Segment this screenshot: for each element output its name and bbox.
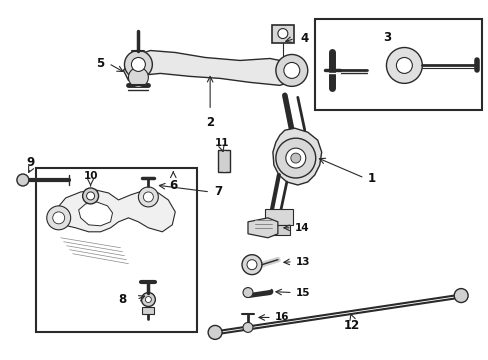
Circle shape [246, 260, 256, 270]
Text: 16: 16 [274, 312, 288, 323]
Text: 8: 8 [118, 293, 126, 306]
Text: 7: 7 [214, 185, 222, 198]
Bar [314, 19, 481, 110]
Circle shape [275, 138, 315, 178]
Bar [142, 306, 154, 315]
Circle shape [275, 54, 307, 86]
Circle shape [277, 28, 287, 39]
Bar [36, 168, 197, 332]
Text: 15: 15 [295, 288, 309, 298]
Circle shape [243, 288, 252, 298]
Polygon shape [79, 202, 112, 226]
Circle shape [128, 67, 148, 87]
Polygon shape [247, 218, 277, 238]
Circle shape [386, 48, 422, 84]
Text: 13: 13 [295, 257, 309, 267]
Circle shape [86, 192, 94, 200]
Circle shape [143, 192, 153, 202]
Text: 4: 4 [300, 32, 308, 45]
Text: 9: 9 [27, 156, 35, 168]
Text: 11: 11 [214, 138, 229, 148]
Polygon shape [51, 190, 175, 232]
Circle shape [396, 58, 411, 73]
Bar [267, 225, 289, 235]
Circle shape [53, 212, 64, 224]
Circle shape [138, 187, 158, 207]
Circle shape [82, 188, 99, 204]
Circle shape [290, 153, 300, 163]
Circle shape [141, 293, 155, 306]
Text: 12: 12 [343, 319, 359, 332]
Circle shape [243, 323, 252, 332]
Circle shape [285, 148, 305, 168]
Circle shape [145, 297, 151, 302]
Bar [218, 150, 229, 172]
Circle shape [208, 325, 222, 339]
Bar [264, 209, 292, 225]
Circle shape [47, 206, 71, 230]
Text: 1: 1 [366, 171, 375, 185]
Polygon shape [123, 50, 299, 85]
Text: 14: 14 [294, 223, 308, 233]
Text: 2: 2 [205, 116, 214, 129]
Bar [271, 24, 293, 42]
Circle shape [242, 255, 262, 275]
Text: 3: 3 [383, 31, 391, 44]
Text: 6: 6 [169, 180, 177, 193]
Circle shape [124, 50, 152, 78]
Polygon shape [272, 128, 321, 185]
Text: 10: 10 [83, 171, 98, 181]
Circle shape [283, 62, 299, 78]
Circle shape [453, 289, 467, 302]
Circle shape [17, 174, 29, 186]
Circle shape [131, 58, 145, 71]
Text: 5: 5 [96, 57, 104, 70]
